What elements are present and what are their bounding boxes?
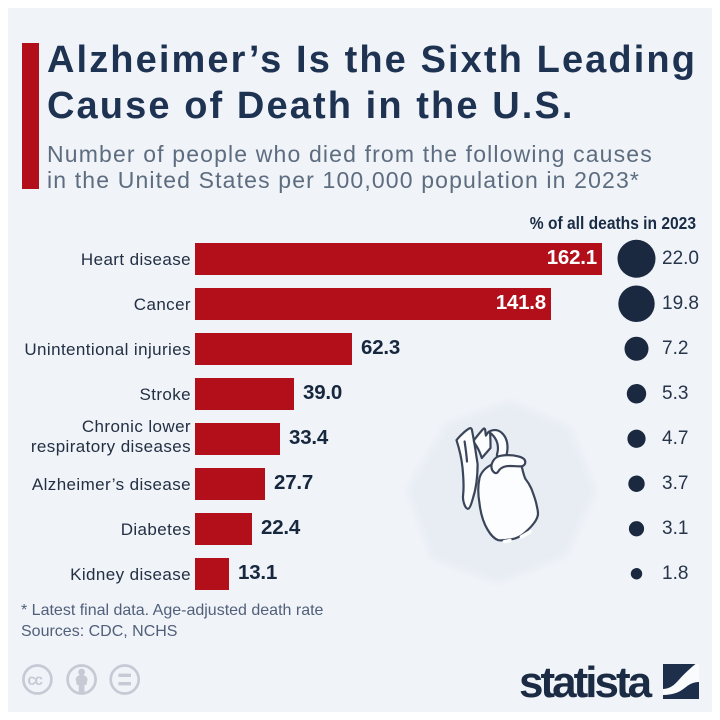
svg-text:cc: cc <box>27 672 43 689</box>
